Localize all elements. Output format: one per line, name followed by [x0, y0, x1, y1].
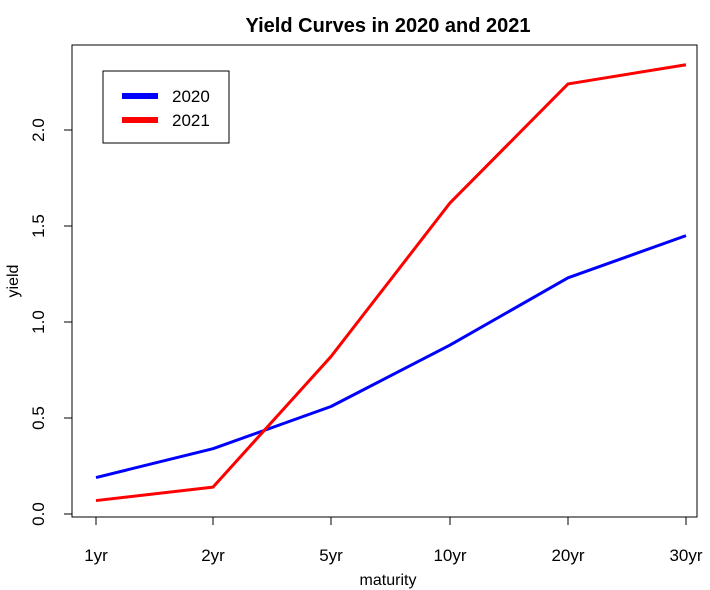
- x-tick-label: 2yr: [201, 546, 225, 565]
- y-tick-label: 0.0: [29, 502, 48, 526]
- x-tick-label: 20yr: [551, 546, 584, 565]
- y-axis: 0.0 0.5 1.0 1.5 2.0: [29, 118, 73, 526]
- y-axis-label: yield: [5, 265, 22, 298]
- y-tick-label: 1.0: [29, 310, 48, 334]
- x-tick-label: 30yr: [669, 546, 702, 565]
- y-tick-label: 1.5: [29, 214, 48, 238]
- series-group: [95, 63, 687, 503]
- y-tick-label: 2.0: [29, 118, 48, 142]
- y-tick-label: 0.5: [29, 406, 48, 430]
- x-tick-label: 1yr: [84, 546, 108, 565]
- legend-box: [102, 70, 230, 144]
- series-line-2021: [95, 63, 687, 503]
- x-tick-label: 10yr: [433, 546, 466, 565]
- chart-title: Yield Curves in 2020 and 2021: [246, 15, 531, 37]
- x-tick-label: 5yr: [319, 546, 343, 565]
- legend: 2020 2021: [102, 70, 230, 144]
- x-axis-label: maturity: [360, 572, 417, 589]
- legend-label-2020: 2020: [172, 87, 210, 106]
- x-axis: 1yr 2yr 5yr 10yr 20yr 30yr: [84, 516, 703, 565]
- series-line-2020: [95, 234, 687, 479]
- legend-label-2021: 2021: [172, 111, 210, 130]
